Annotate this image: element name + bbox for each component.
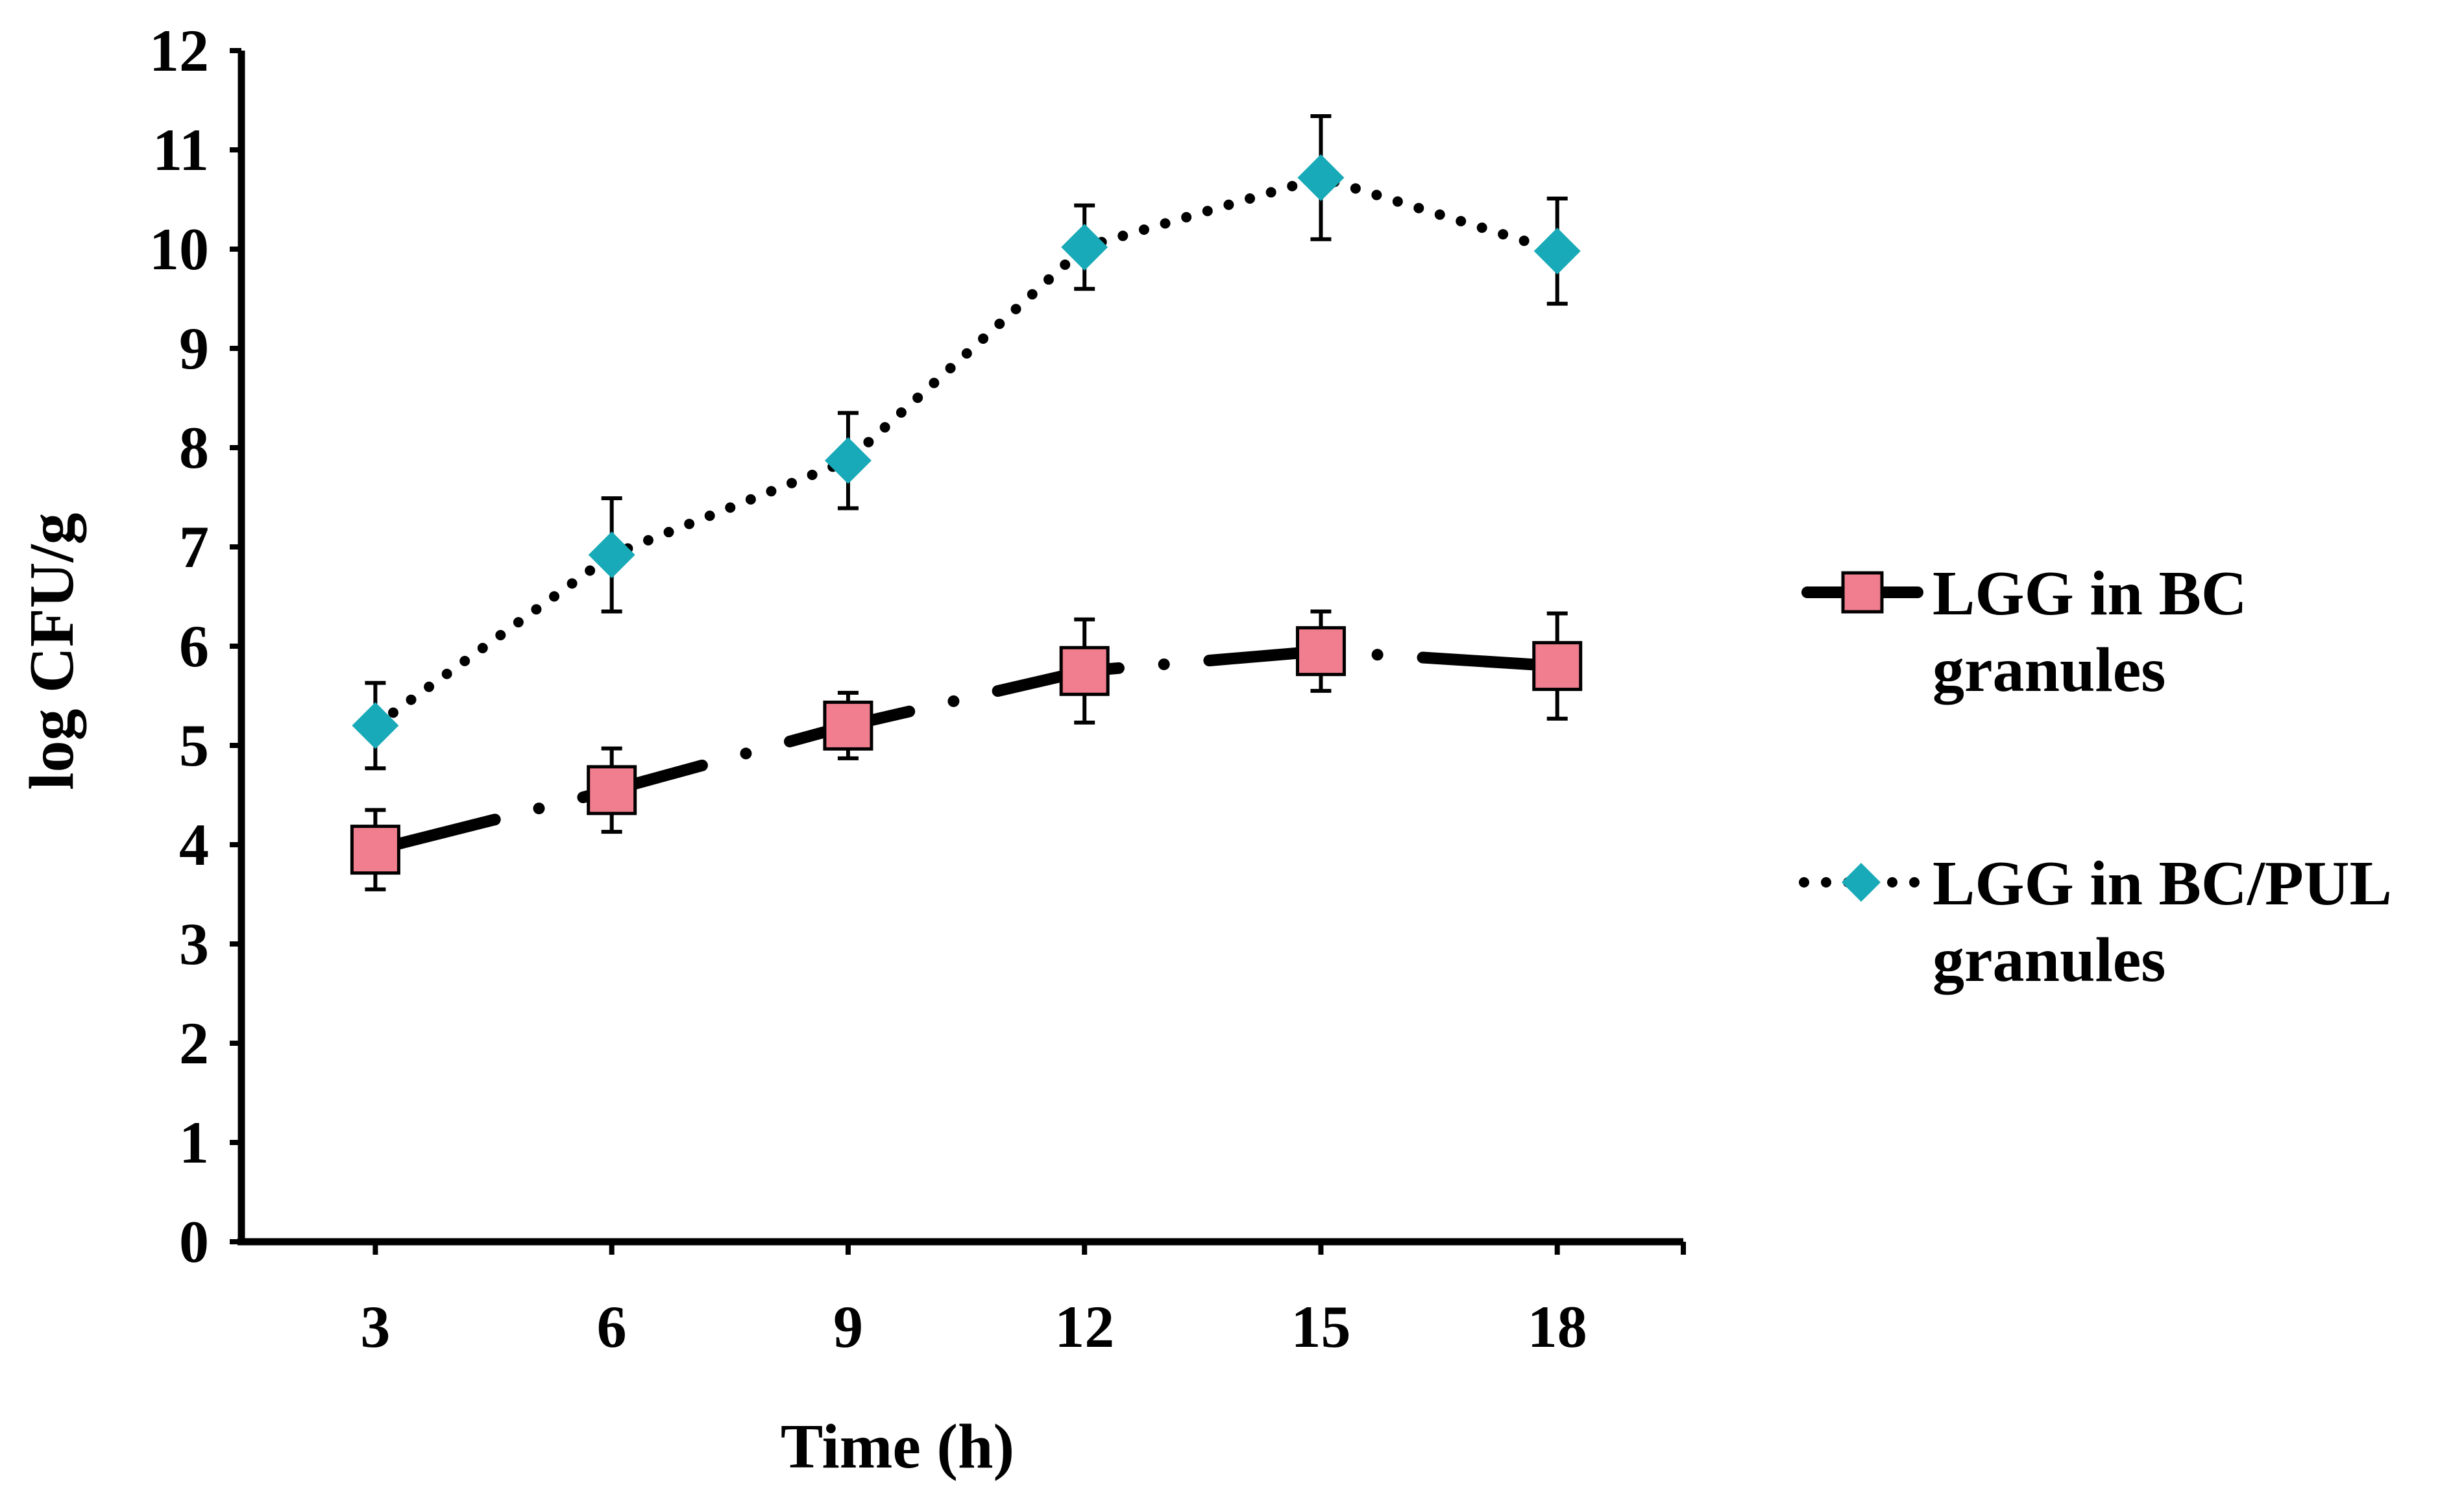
y-tick-label: 7 [179, 514, 209, 580]
y-axis-title: log CFU/g [17, 513, 87, 790]
data-point-diamond[interactable] [1533, 228, 1581, 275]
data-markers [350, 154, 1583, 875]
axes [238, 51, 1683, 1246]
y-tick-label: 9 [179, 315, 209, 381]
legend-label-bc-line-2: granules [1933, 635, 2165, 705]
x-tick-label: 15 [1291, 1294, 1350, 1360]
data-point-square[interactable] [587, 765, 637, 815]
x-tick-label: 12 [1055, 1294, 1114, 1360]
data-point-diamond[interactable] [824, 437, 872, 484]
y-tick-label: 11 [152, 117, 209, 183]
legend-label-bc-line-1: LGG in BC [1933, 559, 2247, 629]
data-point-square[interactable] [1532, 641, 1583, 692]
series-lines [369, 172, 1563, 856]
error-bars [365, 114, 1568, 891]
data-point-diamond[interactable] [1061, 223, 1108, 271]
y-tick-label: 5 [179, 712, 209, 779]
legend-square-marker [1841, 571, 1884, 614]
x-tick-label: 6 [597, 1294, 627, 1360]
data-point-square[interactable] [823, 700, 873, 751]
series-line-bc [369, 645, 1563, 856]
data-point-square[interactable] [1059, 646, 1110, 696]
legend-item-bc-pul[interactable]: LGG in BC/PUL granules [1799, 849, 2392, 995]
x-tick-label: 18 [1528, 1294, 1587, 1360]
legend[interactable]: LGG in BC granules LGG in BC/PUL granule… [1799, 559, 2392, 995]
legend-item-bc[interactable]: LGG in BC granules [1801, 559, 2247, 705]
y-tick-label: 4 [179, 812, 209, 878]
y-tick-label: 1 [179, 1109, 209, 1176]
x-tick-label: 3 [360, 1294, 390, 1360]
y-tick-label: 2 [179, 1010, 209, 1076]
x-axis-title: Time (h) [781, 1412, 1014, 1482]
data-point-square[interactable] [350, 825, 400, 875]
legend-label-bc-pul-line-1: LGG in BC/PUL [1933, 849, 2392, 919]
y-tick-label: 10 [149, 216, 209, 282]
y-tick-label: 3 [179, 911, 209, 977]
x-tick-label: 9 [833, 1294, 863, 1360]
legend-diamond-marker [1842, 863, 1881, 902]
data-point-diamond[interactable] [352, 702, 399, 749]
data-point-diamond[interactable] [1297, 154, 1345, 201]
y-tick-label: 6 [179, 613, 209, 679]
y-tick-label: 8 [179, 415, 209, 481]
y-tick-label: 0 [179, 1209, 209, 1275]
series-line-bc-pul [370, 172, 1563, 731]
data-point-diamond[interactable] [588, 531, 635, 579]
legend-label-bc-pul-line-2: granules [1933, 925, 2165, 995]
data-point-square[interactable] [1295, 626, 1346, 677]
y-tick-label: 12 [149, 18, 209, 84]
x-axis-ticks: 3 6 9 12 15 18 [360, 1242, 1686, 1360]
